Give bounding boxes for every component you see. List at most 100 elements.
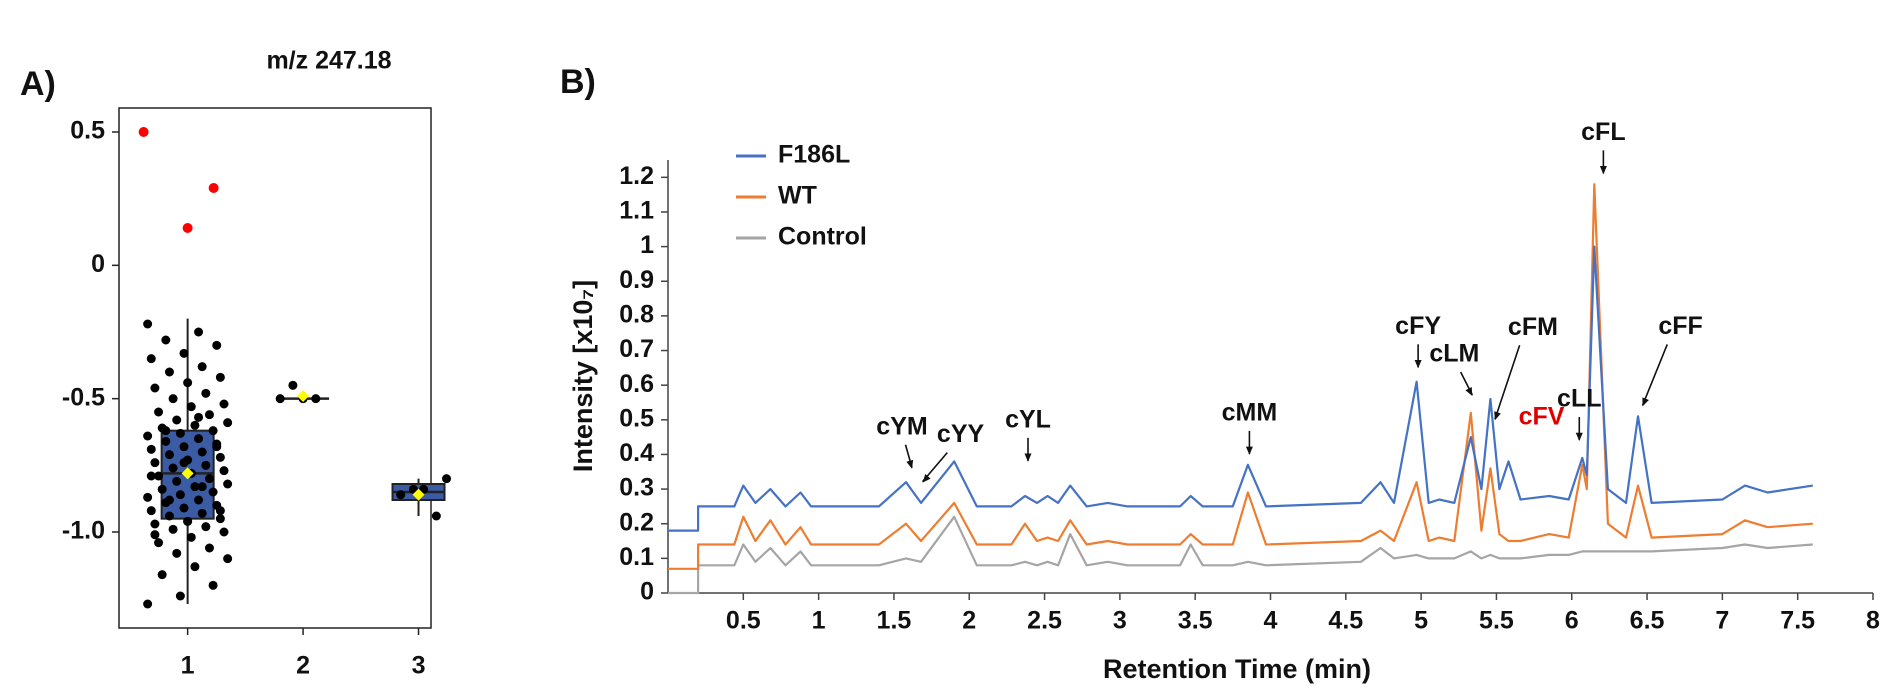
data-point: [215, 372, 225, 382]
annotation: cMM: [1222, 399, 1278, 427]
annotation: cFM: [1508, 313, 1558, 341]
data-point: [288, 380, 298, 390]
data-point: [143, 319, 153, 329]
series-line: [668, 245, 1813, 532]
data-point: [157, 484, 167, 494]
data-point: [154, 407, 164, 417]
y-axis-label: Intensity [x10₇]: [568, 280, 598, 472]
data-point: [197, 447, 207, 457]
arrow-head: [1414, 360, 1422, 369]
x-tick-label: 0.5: [726, 607, 761, 635]
annotation: cFF: [1658, 312, 1702, 340]
data-point: [168, 394, 178, 404]
arrow-head: [922, 474, 931, 483]
data-point: [190, 562, 200, 572]
annotation: cLL: [1557, 385, 1601, 413]
x-tick-label: 3: [1113, 607, 1127, 635]
x-tick-label: 4: [1264, 607, 1278, 635]
arrow-head: [1599, 166, 1607, 175]
series-line: [668, 515, 1813, 595]
data-point: [175, 428, 185, 438]
data-point: [179, 503, 189, 513]
arrow-head: [1494, 411, 1501, 421]
data-point: [183, 516, 193, 526]
data-point: [179, 442, 189, 452]
data-point: [150, 530, 160, 540]
data-point: [164, 511, 174, 521]
data-point: [161, 335, 171, 345]
y-tick-label: 0.4: [619, 439, 654, 467]
data-point: [194, 434, 204, 444]
y-tick-label: 0.5: [70, 117, 105, 145]
arrow-head: [1642, 397, 1649, 407]
panel-label: A): [20, 65, 56, 103]
y-tick-label: 0: [91, 250, 105, 278]
data-point: [179, 348, 189, 358]
data-point: [150, 383, 160, 393]
data-point: [190, 482, 200, 492]
data-point: [212, 340, 222, 350]
legend-label: WT: [778, 182, 817, 210]
x-tick-label: 7: [1715, 607, 1729, 635]
y-tick-label: 0.8: [619, 300, 654, 328]
data-point: [186, 402, 196, 412]
data-point: [215, 514, 225, 524]
data-point: [431, 511, 441, 521]
annotation: cFL: [1581, 118, 1625, 146]
data-point: [194, 412, 204, 422]
data-point: [197, 508, 207, 518]
data-point: [219, 466, 229, 476]
data-point: [146, 354, 156, 364]
data-point: [143, 599, 153, 609]
x-tick-label: 2.5: [1027, 607, 1062, 635]
data-point: [219, 399, 229, 409]
data-point: [175, 591, 185, 601]
data-point: [223, 479, 233, 489]
data-point: [197, 482, 207, 492]
x-tick-label: 3: [412, 652, 426, 680]
x-axis-label: Retention Time (min): [1103, 654, 1371, 684]
data-point: [442, 474, 452, 484]
plot-frame: [118, 107, 432, 629]
data-point: [154, 471, 164, 481]
y-tick-label: -0.5: [62, 383, 105, 411]
x-tick-label: 5.5: [1479, 607, 1514, 635]
data-point: [215, 452, 225, 462]
mean-marker: [181, 467, 194, 480]
arrow-head: [1024, 453, 1032, 462]
data-point: [208, 580, 218, 590]
y-tick-label: 0: [640, 578, 654, 606]
y-tick-label: 1.2: [619, 162, 654, 190]
mean-marker: [412, 488, 425, 501]
data-point: [186, 532, 196, 542]
x-tick-label: 1.5: [877, 607, 912, 635]
x-tick-label: 3.5: [1178, 607, 1213, 635]
data-point: [204, 474, 214, 484]
y-tick-label: 0.6: [619, 370, 654, 398]
data-point: [143, 492, 153, 502]
annotation: cYL: [1005, 405, 1051, 433]
data-point: [175, 490, 185, 500]
x-tick-label: 5: [1414, 607, 1428, 635]
x-tick-label: 8: [1866, 607, 1880, 635]
y-tick-label: 1: [640, 231, 654, 259]
annotation-arrow: [1641, 344, 1668, 406]
data-point: [157, 570, 167, 580]
data-point: [146, 471, 156, 481]
annotation: cFY: [1395, 312, 1441, 340]
data-point: [197, 362, 207, 372]
data-point: [194, 495, 204, 505]
data-point: [215, 506, 225, 516]
y-tick-label: 1.1: [619, 197, 654, 225]
data-point: [201, 522, 211, 532]
annotation-arrow: [1494, 345, 1521, 420]
y-tick-label: 0.5: [619, 404, 654, 432]
data-point: [179, 458, 189, 468]
panel-label: B): [560, 63, 596, 101]
data-point: [201, 388, 211, 398]
data-point: [154, 538, 164, 548]
arrow-head: [1245, 446, 1253, 455]
annotation: cYM: [876, 412, 927, 440]
outlier: [138, 127, 149, 137]
